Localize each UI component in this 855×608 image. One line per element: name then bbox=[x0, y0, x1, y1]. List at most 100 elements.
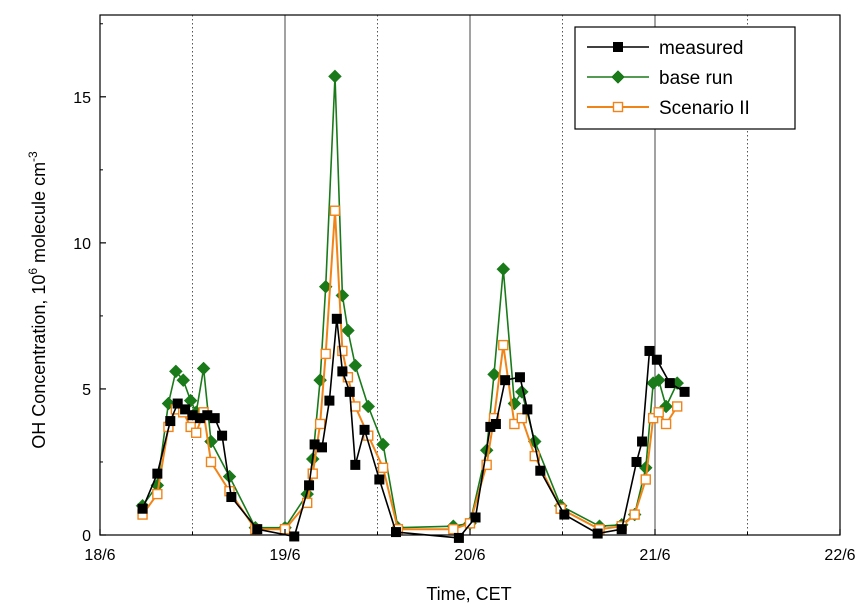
scenario-ii-point bbox=[481, 459, 492, 471]
base-run-point bbox=[176, 373, 191, 388]
x-tick-label: 21/6 bbox=[639, 547, 670, 564]
scenario-ii-point bbox=[329, 205, 341, 216]
base-run-point bbox=[335, 288, 350, 303]
y-axis-label-unit: molecule cm bbox=[29, 162, 49, 268]
series-scenario-ii bbox=[137, 205, 683, 535]
scenario-ii-point bbox=[653, 407, 664, 418]
scenario-ii-point bbox=[629, 509, 640, 520]
y-axis-label: OH Concentration, 106 molecule cm-3 bbox=[26, 151, 49, 449]
base-run-point bbox=[361, 399, 376, 414]
y-tick-label: 0 bbox=[82, 528, 91, 545]
measured-point bbox=[337, 366, 348, 377]
base-run-point bbox=[487, 367, 501, 382]
measured-point bbox=[679, 386, 690, 397]
y-tick-label: 5 bbox=[82, 382, 91, 399]
measured-point bbox=[613, 42, 623, 52]
y-tick-label: 15 bbox=[73, 90, 91, 107]
measured-point bbox=[391, 527, 401, 538]
series-line bbox=[141, 317, 686, 539]
measured-point bbox=[152, 468, 163, 479]
scenario-ii-point bbox=[302, 497, 313, 509]
scenario-ii-point bbox=[342, 372, 354, 383]
base-run-point bbox=[328, 69, 342, 84]
x-axis: 18/6 19/6 20/6 21/6 22/6 bbox=[84, 529, 855, 564]
base-run-point bbox=[348, 358, 363, 373]
measured-point bbox=[317, 442, 327, 453]
measured-point bbox=[616, 524, 627, 535]
legend-label: Scenario II bbox=[659, 98, 750, 119]
measured-point bbox=[374, 474, 385, 485]
scenario-ii-point bbox=[320, 348, 331, 360]
legend-label: measured bbox=[659, 38, 744, 59]
base-run-point bbox=[514, 385, 529, 399]
scenario-ii-point bbox=[448, 523, 459, 535]
measured-point bbox=[324, 395, 335, 406]
measured-point bbox=[453, 532, 464, 543]
base-run-point bbox=[651, 373, 666, 388]
y-axis-label-main: OH Concentration, 10 bbox=[29, 275, 49, 449]
scenario-ii-point bbox=[307, 468, 318, 479]
measured-point bbox=[180, 404, 191, 415]
x-tick-label: 22/6 bbox=[824, 547, 855, 564]
measured-point bbox=[252, 524, 263, 535]
measured-point bbox=[522, 404, 533, 415]
y-axis-label-exponent: 6 bbox=[26, 268, 40, 275]
base-run-point bbox=[496, 262, 511, 277]
base-run-point bbox=[611, 70, 625, 84]
measured-point bbox=[592, 528, 603, 539]
scenario-ii-point bbox=[377, 462, 389, 474]
measured-point bbox=[637, 436, 648, 447]
scenario-ii-point bbox=[612, 101, 624, 113]
x-tick-label: 20/6 bbox=[454, 547, 485, 564]
scenario-ii-point bbox=[647, 412, 659, 424]
series-measured bbox=[137, 313, 690, 543]
measured-point bbox=[359, 424, 370, 435]
series-line bbox=[141, 75, 678, 529]
scenario-ii-point bbox=[640, 474, 651, 485]
legend-entry: measured bbox=[587, 38, 744, 59]
measured-point bbox=[514, 372, 525, 383]
scenario-ii-point bbox=[152, 488, 163, 500]
legend-entry: base run bbox=[587, 68, 733, 89]
scenario-ii-point bbox=[660, 418, 672, 430]
scenario-ii-point bbox=[190, 427, 202, 438]
base-run-point bbox=[168, 364, 183, 379]
scenario-ii-point bbox=[337, 345, 348, 357]
scenario-ii-point bbox=[498, 339, 509, 351]
series-line bbox=[141, 209, 679, 531]
measured-point bbox=[644, 345, 655, 356]
legend-entry: Scenario II bbox=[587, 98, 750, 119]
base-run-point bbox=[376, 437, 390, 452]
measured-point bbox=[289, 531, 300, 542]
scenario-ii-point bbox=[516, 412, 527, 424]
y-axis-label-unit-exponent: -3 bbox=[26, 151, 40, 162]
measured-point bbox=[226, 492, 237, 503]
measured-point bbox=[217, 430, 228, 441]
series-base-run bbox=[135, 69, 685, 535]
measured-point bbox=[470, 512, 481, 523]
y-axis: 0 5 10 15 bbox=[73, 23, 106, 545]
measured-point bbox=[137, 503, 148, 514]
legend: measured base run Scenario II bbox=[574, 26, 796, 130]
measured-point bbox=[664, 378, 675, 389]
measured-point bbox=[631, 456, 642, 467]
scenario-ii-point bbox=[529, 450, 540, 462]
scenario-ii-point bbox=[185, 421, 196, 433]
measured-point bbox=[559, 509, 570, 520]
measured-point bbox=[344, 386, 355, 397]
measured-point bbox=[172, 398, 183, 409]
measured-point bbox=[331, 313, 342, 324]
scenario-ii-point bbox=[314, 418, 326, 430]
measured-point bbox=[165, 416, 176, 427]
x-tick-label: 19/6 bbox=[269, 547, 300, 564]
measured-point bbox=[304, 480, 315, 491]
series-layer bbox=[135, 69, 690, 543]
y-tick-label: 10 bbox=[73, 236, 91, 253]
legend-label: base run bbox=[659, 68, 733, 89]
scenario-ii-point bbox=[672, 401, 683, 412]
scenario-ii-point bbox=[205, 456, 217, 468]
measured-point bbox=[500, 375, 511, 386]
scenario-ii-point bbox=[350, 401, 361, 412]
measured-point bbox=[651, 354, 662, 365]
